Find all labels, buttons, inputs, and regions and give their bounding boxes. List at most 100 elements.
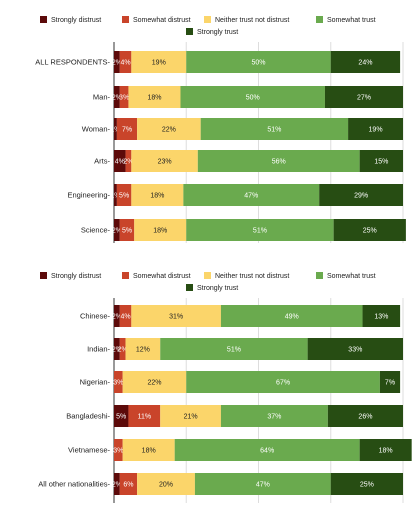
data-label: 7% <box>122 127 132 134</box>
bar-segment-somewhat-trust <box>160 338 308 360</box>
data-label: 37% <box>267 414 281 421</box>
data-label: 19% <box>369 127 383 134</box>
data-label: 2% <box>112 347 122 354</box>
bar-segment-strongly-distrust <box>114 305 120 327</box>
bar-segment-somewhat-trust <box>180 86 325 108</box>
data-label: 2% <box>123 159 133 166</box>
data-label: 4% <box>120 60 130 67</box>
data-label: 25% <box>363 228 377 235</box>
bar-segment-neither-trust-not-distrust <box>122 439 175 461</box>
category-label: Science- <box>81 226 111 235</box>
data-label: 3% <box>113 380 123 387</box>
data-label: 49% <box>285 314 299 321</box>
data-label: 5% <box>119 193 129 200</box>
legend-label-neither-trust-not-distrust: Neither trust not distrust <box>215 273 289 280</box>
data-label: 50% <box>246 95 260 102</box>
data-label: 2% <box>112 60 122 67</box>
data-label: 18% <box>142 448 156 455</box>
bar-segment-strongly-distrust <box>114 405 129 427</box>
bar-segment-somewhat-trust <box>197 150 360 172</box>
bar-segment-strongly-distrust <box>114 150 126 172</box>
data-label: 27% <box>357 95 371 102</box>
data-label: 4% <box>115 159 125 166</box>
bar-segment-strongly-trust <box>307 338 403 360</box>
data-label: 1% <box>110 193 120 200</box>
legend-label-somewhat-trust: Somewhat trust <box>327 273 376 280</box>
data-label: 51% <box>227 347 241 354</box>
category-label: ALL RESPONDENTS- <box>35 58 110 67</box>
legend-swatch-somewhat-trust <box>316 16 323 23</box>
data-label: 51% <box>267 127 281 134</box>
data-label: 25% <box>360 482 374 489</box>
legend-label-strongly-distrust: Strongly distrust <box>51 273 101 280</box>
bar-segment-somewhat-distrust <box>125 150 132 172</box>
bar-segment-strongly-distrust <box>114 118 117 140</box>
data-label: 18% <box>379 448 393 455</box>
bar-segment-strongly-trust <box>359 439 412 461</box>
bar-segment-strongly-trust <box>333 219 406 241</box>
data-label: 3% <box>119 95 129 102</box>
bar-segment-strongly-distrust <box>114 86 120 108</box>
bar-segment-strongly-trust <box>330 473 403 495</box>
bar-segment-strongly-distrust <box>114 184 117 206</box>
bar-segment-somewhat-trust <box>220 305 363 327</box>
bar-segment-somewhat-distrust <box>119 219 135 241</box>
data-label: 51% <box>253 228 267 235</box>
data-label: 2% <box>118 347 128 354</box>
data-label: 1% <box>110 127 120 134</box>
legend-swatch-strongly-distrust <box>40 16 47 23</box>
bar-segment-somewhat-distrust <box>119 338 126 360</box>
legend-swatch-strongly-trust <box>186 284 193 291</box>
data-label: 22% <box>162 127 176 134</box>
legend-label-somewhat-distrust: Somewhat distrust <box>133 17 191 24</box>
bar-segment-strongly-trust <box>379 371 401 393</box>
legend-label-neither-trust-not-distrust: Neither trust not distrust <box>215 17 289 24</box>
bar-segment-somewhat-trust <box>186 51 331 73</box>
category-label: Nigerian- <box>80 378 111 387</box>
bar-segment-somewhat-distrust <box>119 305 132 327</box>
data-label: 67% <box>276 380 290 387</box>
data-label: 2% <box>112 482 122 489</box>
bar-segment-strongly-trust <box>324 86 403 108</box>
data-label: 26% <box>358 414 372 421</box>
category-label: Woman- <box>82 125 111 134</box>
bar-segment-somewhat-distrust <box>128 405 161 427</box>
bar-segment-somewhat-distrust <box>114 371 123 393</box>
bar-segment-somewhat-trust <box>200 118 349 140</box>
chart-panel-2: Strongly distrust Somewhat distrust Neithe… <box>38 272 412 503</box>
legend-swatch-somewhat-trust <box>316 272 323 279</box>
legend-swatch-strongly-distrust <box>40 272 47 279</box>
bar-segment-somewhat-trust <box>174 439 360 461</box>
data-label: 31% <box>169 314 183 321</box>
data-label: 64% <box>260 448 274 455</box>
data-label: 2% <box>112 228 122 235</box>
bar-segment-strongly-trust <box>348 118 403 140</box>
bar-segment-somewhat-distrust <box>119 86 129 108</box>
bar-segment-strongly-distrust <box>114 473 120 495</box>
bar-segment-strongly-trust <box>327 405 403 427</box>
bar-segment-somewhat-trust <box>220 405 328 427</box>
bar-segment-strongly-distrust <box>114 51 120 73</box>
data-label: 21% <box>184 414 198 421</box>
data-label: 15% <box>374 159 388 166</box>
legend-label-strongly-distrust: Strongly distrust <box>51 17 101 24</box>
data-label: 47% <box>244 193 258 200</box>
data-label: 23% <box>158 159 172 166</box>
bar-segment-neither-trust-not-distrust <box>137 473 195 495</box>
data-label: 50% <box>251 60 265 67</box>
legend-label-somewhat-trust: Somewhat trust <box>327 17 376 24</box>
data-label: 47% <box>256 482 270 489</box>
bar-segment-neither-trust-not-distrust <box>125 338 161 360</box>
bar-segment-somewhat-distrust <box>119 51 132 73</box>
bar-segment-neither-trust-not-distrust <box>122 371 187 393</box>
data-label: 20% <box>159 482 173 489</box>
bar-segment-neither-trust-not-distrust <box>134 219 187 241</box>
legend-label-strongly-trust: Strongly trust <box>197 29 238 36</box>
bar-segment-somewhat-distrust <box>114 439 123 461</box>
legend-label-strongly-trust: Strongly trust <box>197 285 238 292</box>
chart-panel-1: Strongly distrust Somewhat distrust Neithe… <box>35 16 406 243</box>
data-label: 18% <box>147 95 161 102</box>
bar-segment-strongly-distrust <box>114 219 120 241</box>
bar-segment-neither-trust-not-distrust <box>131 305 221 327</box>
